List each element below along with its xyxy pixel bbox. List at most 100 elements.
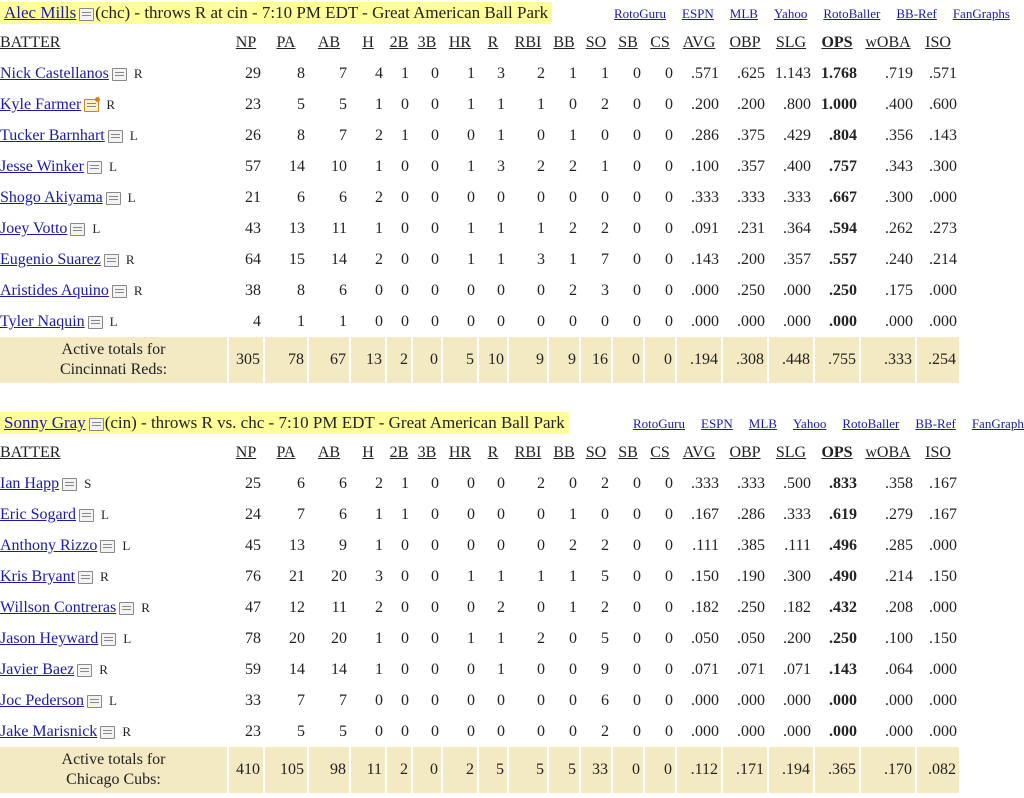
link-rotoguru[interactable]: RotoGuru (614, 6, 666, 21)
col-header-r[interactable]: R (487, 34, 499, 51)
batter-name-link[interactable]: Ian Happ (0, 475, 60, 492)
batter-name-link[interactable]: Tucker Barnhart (0, 127, 105, 144)
col-header-ab[interactable]: AB (317, 444, 341, 461)
batter-name-link[interactable]: Nick Castellanos (0, 65, 109, 82)
col-header-hr[interactable]: HR (448, 444, 472, 461)
col-header-h[interactable]: H (362, 34, 374, 51)
note-icon[interactable] (87, 315, 103, 329)
link-mlb[interactable]: MLB (748, 416, 777, 431)
col-header-avg[interactable]: AVG (682, 444, 716, 461)
col-header-np[interactable]: NP (235, 444, 257, 461)
col-header-pa[interactable]: PA (276, 444, 296, 461)
link-fangraphs[interactable]: FanGraphs (971, 416, 1024, 431)
col-header-so[interactable]: SO (585, 444, 607, 461)
batter-name-link[interactable]: Willson Contreras (0, 599, 117, 616)
col-header-obp[interactable]: OBP (729, 444, 761, 461)
col-header-r[interactable]: R (487, 444, 499, 461)
note-icon[interactable] (79, 7, 95, 21)
stat-cs: 0 (665, 220, 673, 237)
col-header-slg[interactable]: SLG (775, 444, 807, 461)
pitcher-link[interactable]: Alec Mills (4, 3, 77, 22)
batter-name-link[interactable]: Aristides Aquino (0, 282, 109, 299)
batter-name-link[interactable]: Shogo Akiyama (0, 189, 103, 206)
note-icon[interactable] (88, 417, 104, 431)
col-header-ab[interactable]: AB (317, 34, 341, 51)
col-header-rbi[interactable]: RBI (514, 34, 542, 51)
link-fangraphs[interactable]: FanGraphs (952, 6, 1010, 21)
batter-name-link[interactable]: Kris Bryant (0, 568, 76, 585)
note-icon[interactable] (101, 632, 117, 646)
note-icon[interactable] (70, 222, 86, 236)
col-header-np[interactable]: NP (235, 34, 257, 51)
col-header-bb[interactable]: BB (553, 444, 575, 461)
link-yahoo[interactable]: Yahoo (792, 416, 827, 431)
col-header-iso[interactable]: ISO (925, 34, 951, 51)
link-espn[interactable]: ESPN (682, 6, 714, 21)
note-icon[interactable] (111, 284, 127, 298)
col-header-3b[interactable]: 3B (417, 34, 437, 51)
stat-bb: 2 (569, 220, 577, 237)
col-header-h[interactable]: H (362, 444, 374, 461)
col-header-2b[interactable]: 2B (389, 444, 409, 461)
batter-name-link[interactable]: Javier Baez (0, 661, 75, 678)
col-header-sb[interactable]: SB (618, 34, 638, 51)
batter-name-link[interactable]: Kyle Farmer (0, 96, 82, 113)
batter-name-link[interactable]: Tyler Naquin (0, 313, 85, 330)
link-rotoguru[interactable]: RotoGuru (633, 416, 685, 431)
col-header-3b[interactable]: 3B (417, 444, 437, 461)
link-espn[interactable]: ESPN (701, 416, 733, 431)
col-header-bb[interactable]: BB (553, 34, 575, 51)
col-header-obp[interactable]: OBP (729, 34, 761, 51)
note-icon[interactable] (119, 601, 135, 615)
note-icon[interactable] (86, 160, 102, 174)
batter-name-link[interactable]: Joey Votto (0, 220, 68, 237)
note-icon[interactable] (105, 191, 121, 205)
pitcher-link[interactable]: Sonny Gray (4, 413, 86, 432)
col-header-iso[interactable]: ISO (925, 444, 951, 461)
col-header-cs[interactable]: CS (650, 34, 670, 51)
note-icon[interactable] (77, 663, 93, 677)
note-icon[interactable] (103, 253, 119, 267)
col-header-ops[interactable]: OPS (821, 34, 853, 51)
note-icon[interactable] (78, 570, 94, 584)
col-header-2b[interactable]: 2B (389, 34, 409, 51)
note-icon[interactable] (78, 508, 94, 522)
note-icon[interactable] (100, 539, 116, 553)
note-icon[interactable] (100, 725, 116, 739)
col-header-ops[interactable]: OPS (821, 444, 853, 461)
batter-cell: Eric Sogard L (0, 499, 228, 530)
note-icon[interactable] (62, 477, 78, 491)
col-header-woba[interactable]: wOBA (865, 34, 911, 51)
note-icon[interactable] (107, 129, 123, 143)
batter-name-link[interactable]: Joc Pederson (0, 692, 84, 709)
stat-iso: .150 (929, 568, 957, 585)
note-icon[interactable] (86, 694, 102, 708)
note-icon[interactable] (111, 67, 127, 81)
link-bb-ref[interactable]: BB-Ref (915, 416, 956, 431)
batter-name-link[interactable]: Jason Heyward (0, 630, 99, 647)
batter-name-link[interactable]: Anthony Rizzo (0, 537, 98, 554)
link-mlb[interactable]: MLB (729, 6, 758, 21)
batter-name-link[interactable]: Eugenio Suarez (0, 251, 101, 268)
link-bb-ref[interactable]: BB-Ref (896, 6, 937, 21)
batter-name-link[interactable]: Eric Sogard (0, 506, 76, 523)
note-icon[interactable] (84, 96, 101, 112)
link-rotoballer[interactable]: RotoBaller (823, 6, 881, 21)
link-yahoo[interactable]: Yahoo (773, 6, 808, 21)
col-header-batter[interactable]: BATTER (0, 34, 61, 51)
col-header-woba[interactable]: wOBA (865, 444, 911, 461)
batter-name-link[interactable]: Jake Marisnick (0, 723, 98, 740)
batter-name-link[interactable]: Jesse Winker (0, 158, 84, 175)
col-header-cs[interactable]: CS (650, 444, 670, 461)
stat-hr: 0 (467, 313, 475, 330)
col-header-avg[interactable]: AVG (682, 34, 716, 51)
col-header-batter[interactable]: BATTER (0, 444, 61, 461)
col-header-rbi[interactable]: RBI (514, 444, 542, 461)
col-header-slg[interactable]: SLG (775, 34, 807, 51)
col-header-pa[interactable]: PA (276, 34, 296, 51)
col-header-sb[interactable]: SB (618, 444, 638, 461)
link-rotoballer[interactable]: RotoBaller (842, 416, 900, 431)
stat-cs: 0 (665, 630, 673, 647)
col-header-hr[interactable]: HR (448, 34, 472, 51)
col-header-so[interactable]: SO (585, 34, 607, 51)
